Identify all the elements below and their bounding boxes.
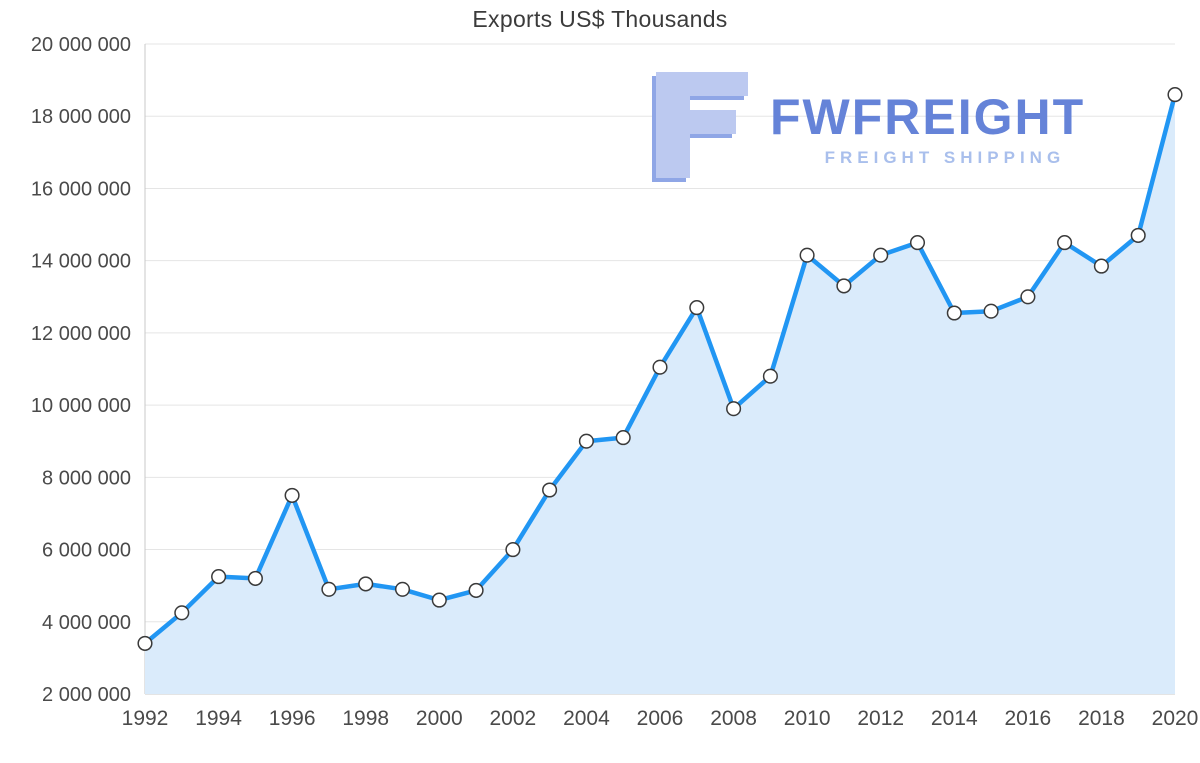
svg-text:2014: 2014 <box>931 707 978 730</box>
svg-text:1996: 1996 <box>269 707 316 730</box>
svg-text:2012: 2012 <box>857 707 904 730</box>
svg-text:2002: 2002 <box>489 707 536 730</box>
svg-text:2016: 2016 <box>1004 707 1051 730</box>
svg-text:2020: 2020 <box>1152 707 1199 730</box>
svg-text:2018: 2018 <box>1078 707 1125 730</box>
svg-text:1992: 1992 <box>122 707 169 730</box>
svg-text:1994: 1994 <box>195 707 242 730</box>
svg-text:2008: 2008 <box>710 707 757 730</box>
svg-text:8 000 000: 8 000 000 <box>42 467 131 489</box>
svg-text:16 000 000: 16 000 000 <box>31 178 131 200</box>
svg-text:2004: 2004 <box>563 707 610 730</box>
svg-text:2010: 2010 <box>784 707 831 730</box>
svg-text:10 000 000: 10 000 000 <box>31 395 131 417</box>
svg-text:20 000 000: 20 000 000 <box>31 34 131 56</box>
svg-text:2000: 2000 <box>416 707 463 730</box>
svg-text:12 000 000: 12 000 000 <box>31 323 131 345</box>
svg-text:4 000 000: 4 000 000 <box>42 612 131 634</box>
svg-text:6 000 000: 6 000 000 <box>42 540 131 562</box>
svg-text:2 000 000: 2 000 000 <box>42 684 131 706</box>
svg-text:1998: 1998 <box>342 707 389 730</box>
chart-title: Exports US$ Thousands <box>472 6 728 32</box>
svg-text:2006: 2006 <box>637 707 684 730</box>
svg-text:18 000 000: 18 000 000 <box>31 106 131 128</box>
svg-text:14 000 000: 14 000 000 <box>31 251 131 273</box>
